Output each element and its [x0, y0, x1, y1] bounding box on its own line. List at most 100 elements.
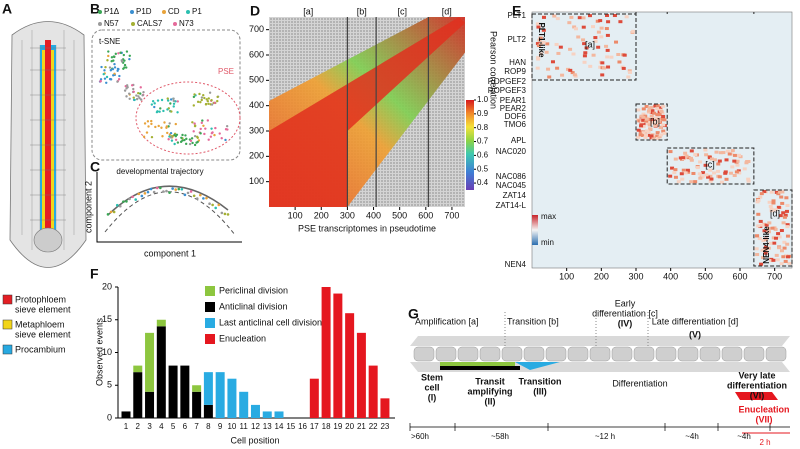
panel-label: A [2, 1, 12, 17]
bar-segment [156, 326, 166, 418]
cell-file-diagram [409, 312, 790, 434]
section-box [753, 189, 793, 267]
trajectory-arrow [104, 191, 236, 236]
stage-label: Amplification [a] [415, 316, 479, 326]
stage-label: (III) [533, 386, 547, 396]
x-axis-label: PSE transcriptomes in pseudotime [298, 223, 436, 233]
x-tick-label: 700 [767, 271, 782, 281]
expression-cell [636, 128, 641, 132]
bar-segment [239, 391, 249, 418]
trajectory-point [168, 191, 171, 194]
expression-cell [622, 53, 627, 57]
tsne-point [125, 95, 128, 98]
expression-cell [708, 179, 713, 183]
expression-cell [754, 247, 759, 251]
gene-label: PLT1 [507, 11, 526, 20]
tsne-point [117, 67, 120, 71]
expression-cell [678, 156, 683, 160]
expression-cell [698, 176, 703, 180]
x-axis-label: component 1 [144, 248, 196, 258]
bar-segment [168, 365, 178, 418]
tsne-point [122, 67, 125, 70]
tsne-point [139, 92, 142, 95]
expression-cell [763, 251, 768, 255]
stage-label: Transition [b] [507, 316, 559, 326]
legend-label: Periclinal division [219, 285, 288, 295]
expression-cell [536, 25, 541, 29]
gene-label: PEAR2 [500, 104, 527, 113]
expression-cell [681, 168, 686, 172]
legend-label: sieve element [15, 329, 71, 339]
expression-cell [777, 246, 782, 250]
tsne-point [174, 122, 177, 126]
colorbar-title: Pearson correlation [489, 31, 499, 109]
y-tick-label: 400 [249, 100, 264, 110]
expression-cell [658, 126, 663, 130]
y-axis-label: component 2 [83, 181, 93, 233]
tsne-point [207, 102, 210, 105]
bar-segment [380, 398, 390, 418]
stage-label: amplifying [467, 386, 512, 396]
expression-cell [547, 75, 552, 79]
tsne-point [160, 126, 163, 129]
x-tick-label: 300 [340, 210, 355, 220]
tsne-point [103, 69, 106, 72]
tsne-point [107, 54, 110, 58]
expression-cell [605, 55, 610, 59]
x-tick-label: 11 [240, 422, 249, 431]
bar-segment [133, 372, 143, 418]
tsne-point [108, 77, 112, 81]
cell [501, 346, 523, 362]
legend-dot [186, 10, 190, 14]
expression-cell [535, 22, 540, 26]
expression-cell [656, 120, 661, 124]
legend-label: P1Δ [104, 7, 120, 16]
cell [435, 346, 457, 362]
expression-cell [647, 109, 652, 113]
tsne-point [150, 119, 153, 123]
expression-cell [679, 172, 684, 176]
cell [765, 346, 787, 362]
section-label: [d] [770, 208, 780, 218]
section-label: [c] [705, 159, 715, 169]
cell [655, 346, 677, 362]
expression-cell [644, 129, 649, 133]
x-tick-label: 4 [159, 422, 164, 431]
expression-cell [787, 261, 792, 265]
legend-label: Last anticlinal cell division [219, 317, 322, 327]
expression-cell [604, 27, 609, 31]
expression-cell [761, 239, 766, 243]
tsne-point [141, 94, 144, 97]
tsne-point [203, 96, 206, 100]
panel-label: B [90, 1, 100, 17]
expression-cell [554, 42, 559, 46]
gene-label: TMO6 [504, 120, 527, 129]
tsne-point [200, 98, 203, 102]
expression-cell [782, 240, 787, 244]
tsne-point [133, 98, 136, 102]
expression-cell [716, 169, 721, 173]
legend-swatch [205, 302, 215, 312]
expression-cell [641, 118, 646, 122]
expression-cell [757, 237, 762, 241]
expression-cell [651, 120, 656, 124]
expression-cell [762, 229, 767, 233]
expression-cell [536, 56, 541, 60]
tsne-point [135, 97, 139, 101]
tsne-point [181, 139, 184, 142]
stage-label: cell [424, 382, 439, 392]
expression-cell [771, 201, 776, 205]
tsne-point [191, 141, 194, 145]
tsne-point [176, 141, 180, 144]
tsne-point [166, 131, 169, 135]
tsne-point [193, 124, 197, 127]
expression-cell [535, 42, 540, 46]
expression-cell [776, 192, 781, 196]
expression-cell [606, 20, 611, 24]
expression-cell [746, 179, 751, 183]
expression-cell [689, 149, 694, 153]
tsne-point [157, 124, 160, 128]
expression-cell [704, 173, 709, 177]
expression-cell [781, 211, 786, 215]
expression-cell [591, 53, 596, 57]
